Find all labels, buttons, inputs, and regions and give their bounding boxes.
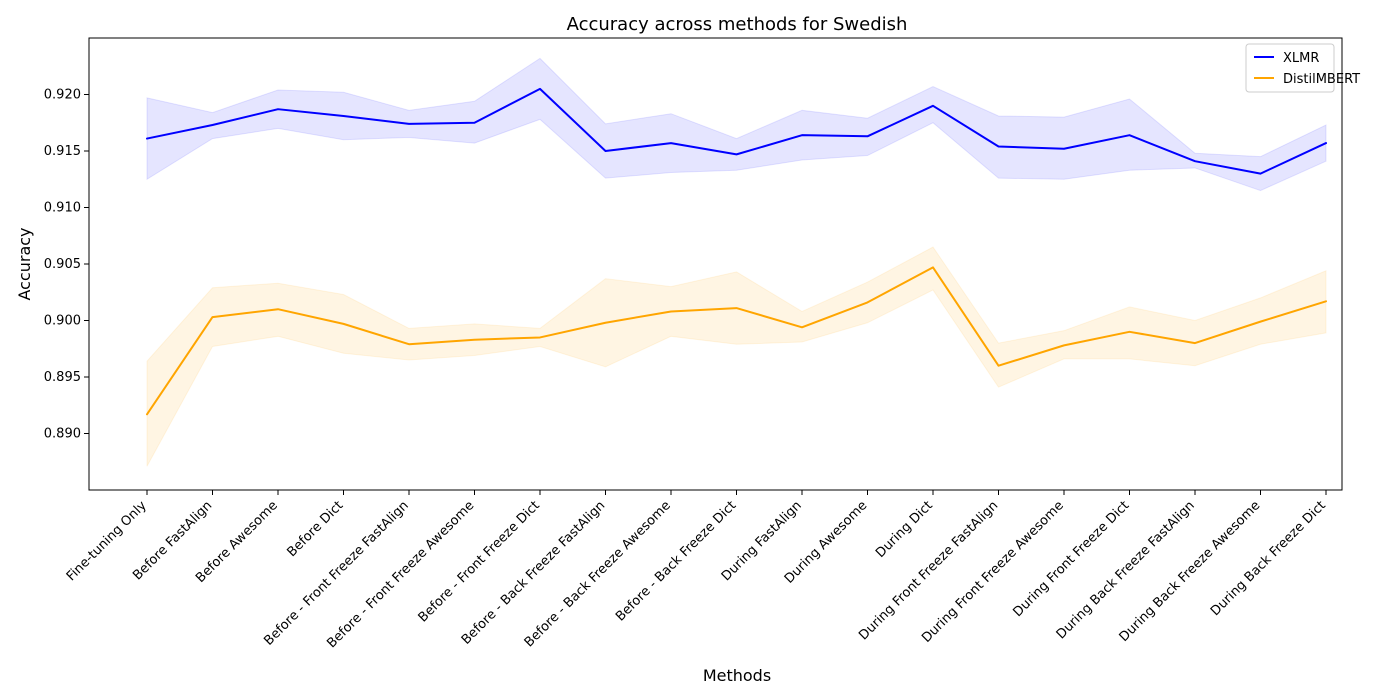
legend-label-distilmbert: DistilMBERT [1283,72,1360,87]
confidence-band-distilmbert [146,246,1327,467]
confidence-band-xlmr [146,57,1327,192]
x-tick-label: During Dict [873,498,936,561]
x-tick-label: Before - Front Freeze FastAlign [261,498,411,648]
x-tick-label: Before Dict [284,498,346,560]
x-tick-label: Before - Back Freeze Dict [613,498,739,624]
x-tick-label: During Back Freeze Awesome [1117,498,1264,645]
x-tick-label: Before - Back Freeze FastAlign [459,498,608,647]
x-tick-label: During Front Freeze Awesome [919,498,1067,646]
chart-title: Accuracy across methods for Swedish [567,14,908,35]
x-tick-label: During Front Freeze FastAlign [856,498,1001,643]
y-tick-label: 0.900 [44,314,81,329]
x-tick-label: Before - Back Freeze Awesome [522,498,674,650]
x-tick-label: During Back Freeze Dict [1208,498,1329,619]
x-tick-label: Before - Front Freeze Dict [416,498,543,625]
x-tick-label: During Front Freeze Dict [1011,498,1133,620]
series-line-distilmbert [146,266,1327,416]
y-tick-label: 0.910 [44,201,81,216]
x-axis-label: Methods [703,666,771,685]
x-tick-label: During Back Freeze FastAlign [1054,498,1198,642]
confidence-bands [146,57,1327,467]
y-tick-label: 0.890 [44,427,81,442]
y-tick-label: 0.905 [44,257,81,272]
legend-label-xlmr: XLMR [1283,51,1319,66]
y-tick-label: 0.895 [44,370,81,385]
y-tick-label: 0.920 [44,88,81,103]
y-tick-label: 0.915 [44,144,81,159]
legend: XLMR DistilMBERT [1245,43,1360,93]
y-axis-label: Accuracy [15,227,34,300]
series-lines [146,87,1327,416]
y-axis: 0.890 0.895 0.900 0.905 0.910 0.915 0.920 [44,88,89,442]
series-line-xlmr [146,87,1327,175]
